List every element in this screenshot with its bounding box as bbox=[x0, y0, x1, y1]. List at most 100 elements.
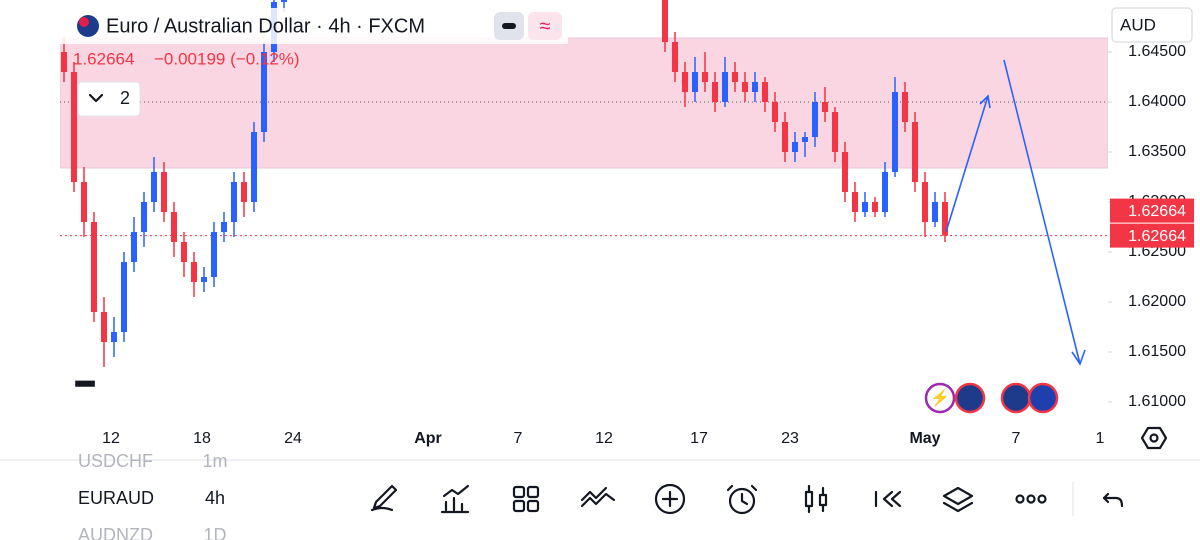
candle-body bbox=[712, 82, 718, 102]
watchlist: USDCHF 1m EURAUD 4h AUDNZD 1D bbox=[78, 451, 228, 540]
y-tick-label: 1.62000 bbox=[1128, 293, 1186, 310]
candle-body bbox=[191, 262, 197, 282]
price-change: −0.00199 (−0.12%) bbox=[154, 49, 300, 68]
compare-tool[interactable] bbox=[580, 486, 616, 508]
candle-body bbox=[802, 137, 808, 142]
layout-tool[interactable] bbox=[512, 485, 540, 513]
button[interactable] bbox=[528, 12, 562, 40]
symbol-logo bbox=[77, 15, 99, 37]
y-tick-label: 1.61000 bbox=[1128, 393, 1186, 410]
price-axis: 1.645001.640001.635001.630001.625001.620… bbox=[1108, 43, 1194, 410]
candle-body bbox=[932, 202, 938, 222]
candle-body bbox=[121, 262, 127, 332]
y-tick-label: 1.61500 bbox=[1128, 343, 1186, 360]
alert-tool[interactable] bbox=[726, 484, 758, 515]
candle-body bbox=[752, 82, 758, 92]
candle-body bbox=[902, 92, 908, 122]
candle-body bbox=[281, 0, 287, 2]
replay-tool[interactable] bbox=[874, 490, 902, 508]
x-tick-label: 7 bbox=[1012, 430, 1021, 447]
icon: ≈ bbox=[540, 15, 551, 37]
watch-symbol[interactable]: USDCHF bbox=[78, 451, 153, 471]
candle-body bbox=[241, 182, 247, 202]
draw-tool[interactable] bbox=[370, 484, 398, 512]
candle-body bbox=[211, 232, 217, 277]
symbol-title[interactable]: Euro / Australian Dollar · 4h · FXCM bbox=[106, 15, 425, 37]
x-tick-label: 1 bbox=[1096, 430, 1105, 447]
candle-body bbox=[792, 142, 798, 152]
candle-body bbox=[922, 182, 928, 222]
currency-button[interactable] bbox=[1111, 7, 1193, 43]
header-bg bbox=[60, 8, 568, 44]
candle-body bbox=[141, 202, 147, 232]
candle-body bbox=[151, 172, 157, 202]
candle-body bbox=[942, 202, 948, 236]
tv-logo: ━ bbox=[75, 368, 95, 401]
svg-text:⚡: ⚡ bbox=[930, 388, 950, 407]
settings-icon[interactable] bbox=[1140, 426, 1168, 450]
candles-tool[interactable] bbox=[804, 484, 828, 514]
chart-area bbox=[60, 0, 1108, 367]
candle-body bbox=[852, 192, 858, 212]
toolbar bbox=[370, 482, 1124, 516]
candle-body bbox=[131, 232, 137, 262]
time-axis: 12 18 24 Apr 7 12 17 23 May 7 1 bbox=[102, 430, 1104, 447]
candle-body bbox=[61, 52, 67, 72]
candle-body bbox=[111, 332, 117, 342]
candle-body bbox=[221, 222, 227, 232]
undo-tool[interactable] bbox=[1102, 492, 1124, 508]
events[interactable]: ⚡ bbox=[924, 382, 1059, 414]
watch-interval: 1D bbox=[203, 525, 226, 540]
candle-body bbox=[872, 202, 878, 212]
x-tick-label: 17 bbox=[690, 430, 708, 447]
y-tick-label: 1.64500 bbox=[1128, 43, 1186, 60]
x-tick-label: 23 bbox=[781, 430, 799, 447]
candle-body bbox=[772, 102, 778, 122]
indicators-count: 2 bbox=[120, 88, 130, 108]
candle-body bbox=[251, 132, 257, 202]
price-label-bg bbox=[1110, 223, 1194, 248]
x-tick-label: 12 bbox=[102, 430, 120, 447]
add-tool[interactable] bbox=[654, 483, 686, 515]
candle-body bbox=[722, 72, 728, 102]
candle-body bbox=[812, 102, 818, 137]
drawing bbox=[945, 59, 1086, 366]
x-tick-label: 18 bbox=[193, 430, 211, 447]
x-tick-label: Apr bbox=[414, 430, 442, 447]
watch-interval: 4h bbox=[205, 488, 225, 508]
candle-body bbox=[912, 122, 918, 182]
watch-symbol[interactable]: EURAUD bbox=[78, 488, 154, 508]
x-tick-label: 24 bbox=[284, 430, 302, 447]
layers-tool[interactable] bbox=[942, 486, 974, 513]
price-label-bg bbox=[1110, 198, 1194, 223]
indicators-toggle[interactable] bbox=[77, 81, 141, 117]
watch-symbol[interactable]: AUDNZD bbox=[78, 525, 153, 540]
more-tool[interactable] bbox=[1015, 494, 1047, 504]
candle-body bbox=[702, 72, 708, 82]
icon bbox=[502, 23, 516, 29]
y-tick-label: 1.64000 bbox=[1128, 93, 1186, 110]
candle-body bbox=[261, 52, 267, 132]
candle-body bbox=[171, 212, 177, 242]
indicators-tool[interactable] bbox=[440, 484, 470, 514]
candle-body bbox=[71, 72, 77, 182]
candle-body bbox=[672, 42, 678, 72]
candle-body bbox=[832, 112, 838, 152]
candle-body bbox=[181, 242, 187, 262]
chevron bbox=[88, 93, 104, 103]
candle-body bbox=[822, 102, 828, 112]
candle-body bbox=[692, 72, 698, 92]
x-tick-label: 12 bbox=[595, 430, 613, 447]
candle-body bbox=[882, 172, 888, 212]
candle-body bbox=[201, 277, 207, 282]
watch-interval: 1m bbox=[202, 451, 227, 471]
zone bbox=[60, 37, 1108, 169]
candle-body bbox=[91, 222, 97, 312]
price-label: 1.62664 bbox=[1128, 203, 1186, 220]
candle-body bbox=[81, 182, 87, 222]
last-price: 1.62664 bbox=[73, 49, 134, 68]
candle-body bbox=[762, 82, 768, 102]
candle-body bbox=[662, 0, 668, 42]
